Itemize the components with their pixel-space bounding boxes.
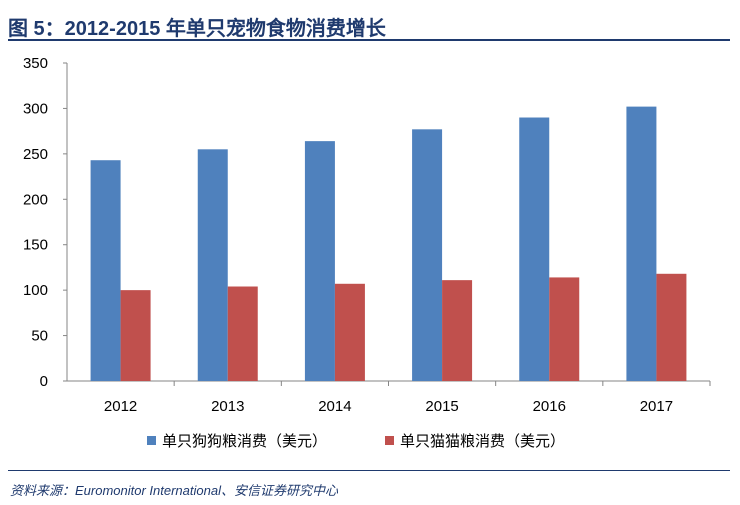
x-tick-label: 2017 <box>640 398 673 415</box>
bar-dog-2015 <box>412 129 443 381</box>
y-tick-label: 100 <box>23 282 48 299</box>
bar-cat-2013 <box>227 286 258 381</box>
bar-chart: 0 50 100 150 200 250 300 350 2012 2013 2014 2015 201… <box>23 55 711 450</box>
bar-cat-2012 <box>120 290 151 381</box>
bar-dog-2012 <box>90 160 121 381</box>
x-tick-label: 2013 <box>211 398 244 415</box>
legend-swatch <box>147 436 156 445</box>
y-tick-label: 250 <box>23 146 48 163</box>
y-tick-label: 350 <box>23 55 48 72</box>
source-note: 资料来源：Euromonitor International、安信证券研究中心 <box>10 483 338 498</box>
bar-dog-2014 <box>304 141 335 381</box>
x-tick-label: 2016 <box>533 398 566 415</box>
x-tick-label: 2012 <box>104 398 137 415</box>
chart-title: 图 5：2012-2015 年单只宠物食物消费增长 <box>8 18 386 40</box>
legend-label: 单只狗狗粮消费（美元） <box>162 433 327 450</box>
footer-divider <box>8 470 730 471</box>
y-tick-label: 50 <box>31 328 48 345</box>
x-tick-label: 2014 <box>318 398 351 415</box>
bar-dog-2016 <box>519 117 550 381</box>
legend-swatch <box>385 436 394 445</box>
title-divider <box>8 39 730 41</box>
bar-cat-2014 <box>334 283 365 381</box>
bar-dog-2013 <box>197 149 228 381</box>
bar-cat-2016 <box>549 277 580 381</box>
bar-cat-2017 <box>656 273 687 381</box>
legend-label: 单只猫猫粮消费（美元） <box>400 433 565 450</box>
y-tick-label: 300 <box>23 100 48 117</box>
bar-cat-2015 <box>442 280 473 381</box>
y-tick-label: 200 <box>23 191 48 208</box>
x-tick-label: 2015 <box>425 398 458 415</box>
y-tick-label: 0 <box>40 373 48 390</box>
y-tick-label: 150 <box>23 237 48 254</box>
bar-dog-2017 <box>626 106 657 382</box>
